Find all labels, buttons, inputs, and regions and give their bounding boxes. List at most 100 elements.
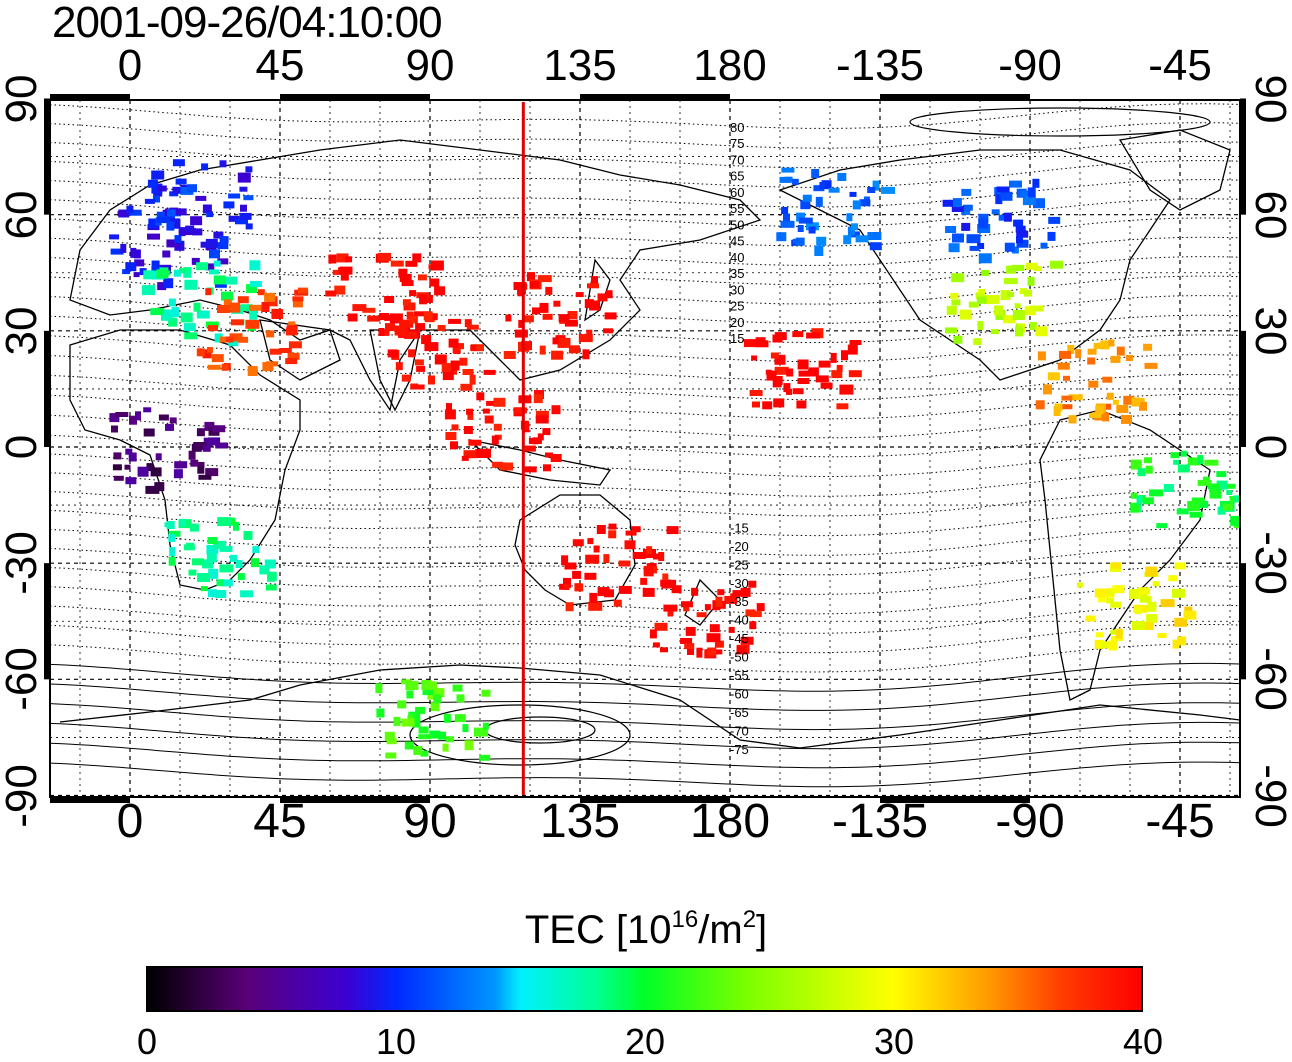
tec-patch-mediterranean (183, 271, 192, 278)
tec-patch-australia (662, 573, 669, 580)
tec-patch-pacific (820, 382, 833, 389)
tec-patch-middle-east (271, 308, 282, 319)
tec-patch-brazil (1130, 459, 1142, 470)
tec-patch-africa-west (128, 452, 137, 462)
coastline (778, 149, 1171, 381)
tec-patch-europe (133, 272, 140, 278)
tec-patch-south-africa (267, 571, 276, 582)
tec-patch-southeast-asia (500, 462, 514, 471)
tec-patch-united-states (1012, 310, 1025, 320)
tec-patch-pacific (818, 360, 831, 368)
mlat-contour (50, 741, 1240, 769)
tec-patch-alaska (796, 212, 806, 222)
contour-label: 70 (730, 152, 744, 167)
tec-patch-brazil (1176, 508, 1189, 515)
tec-patch-scandinavia (157, 185, 167, 192)
frame-segment (44, 563, 50, 680)
tec-patch-southeast-asia (475, 449, 489, 458)
tec-patch-india (378, 328, 385, 336)
tec-patch-alaska (851, 223, 858, 231)
tec-patch-east-asia (578, 334, 593, 343)
tec-patch-united-states (994, 305, 1004, 316)
tec-patch-scandinavia (206, 212, 214, 218)
tec-patch-united-states (1011, 264, 1025, 271)
tec-patch-canada (952, 198, 962, 208)
tec-patch-caribbean (1068, 415, 1076, 421)
tec-patch-southeast-asia (493, 397, 506, 407)
tec-patch-scandinavia (175, 208, 187, 216)
frame-segment (50, 94, 130, 100)
tec-patch-brazil (1204, 459, 1219, 466)
tec-patch-argentina (1137, 587, 1151, 595)
tec-patch-australia (632, 552, 646, 559)
tec-patch-europe (217, 258, 229, 265)
tec-patch-antarctica (415, 706, 426, 714)
tec-patch-central-asia (367, 315, 381, 322)
tec-patch-alaska (808, 226, 816, 234)
tec-patch-east-asia (529, 281, 540, 289)
tec-patch-south-africa (200, 586, 208, 592)
tec-patch-europe (151, 265, 162, 273)
tec-patch-india (442, 370, 454, 381)
tec-patch-central-asia (414, 311, 428, 317)
axis-tick-label: -90 (1246, 763, 1292, 828)
tec-patch-east-asia (539, 345, 546, 355)
tec-patch-united-states (1024, 289, 1032, 297)
tec-patch-brazil (1187, 501, 1201, 511)
axis-tick-label: 90 (0, 74, 46, 123)
tec-patch-scandinavia (237, 172, 251, 183)
tec-patch-alaska (779, 176, 792, 183)
tec-patch-alaska (797, 225, 804, 232)
mlat-contour (50, 452, 1240, 477)
coastline (59, 664, 1240, 749)
tec-patch-new-zealand (660, 647, 668, 653)
tec-patch-east-asia (586, 329, 593, 336)
tec-patch-middle-east (297, 287, 308, 294)
tec-patch-south-africa (252, 546, 260, 554)
tec-patch-alaska (791, 178, 799, 185)
tec-patch-india (401, 374, 411, 382)
tec-patch-central-asia (378, 252, 391, 261)
tec-patch-argentina (1110, 601, 1122, 608)
tec-patch-pacific (792, 331, 804, 338)
tec-patch-caribbean (1063, 375, 1070, 381)
tec-patch-united-states (1007, 292, 1015, 297)
tec-patch-south-africa (235, 560, 243, 568)
tec-patch-canada (991, 209, 1000, 215)
colorbar-title: TEC [1016/m2] (524, 906, 768, 953)
tec-patch-south-africa (216, 579, 224, 587)
tec-patch-australia (653, 553, 659, 560)
tec-patch-mediterranean (225, 276, 238, 285)
tec-patch-canada (977, 224, 991, 233)
tec-patch-scandinavia (195, 195, 207, 201)
mlat-contour (50, 471, 1240, 497)
tec-patch-central-asia (434, 286, 446, 296)
tec-patch-antarctica (385, 752, 397, 759)
tec-patch-africa-west (125, 477, 137, 485)
tec-patch-alaska (783, 213, 790, 222)
tec-patch-central-asia (390, 260, 404, 267)
tec-patch-southeast-asia (463, 450, 477, 459)
tec-patch-east-asia (503, 351, 516, 359)
tec-patch-united-states (1025, 262, 1038, 270)
tec-patch-middle-east (287, 352, 300, 360)
mlat-contour (50, 604, 1240, 634)
tec-patch-pacific (792, 388, 804, 395)
tec-patch-brazil (1144, 457, 1152, 464)
tec-patch-new-zealand (717, 589, 725, 596)
tec-patch-east-asia (584, 299, 594, 309)
tec-patch-central-asia (385, 323, 395, 332)
tec-patch-east-asia (553, 300, 561, 307)
contour-label: 55 (730, 201, 744, 216)
tec-patch-africa-west (197, 462, 205, 468)
tec-patch-antarctica (413, 746, 423, 755)
tec-patch-india (428, 375, 435, 385)
tec-patch-new-zealand (709, 624, 720, 633)
tec-patch-africa-west (146, 463, 154, 472)
tec-patch-mediterranean (184, 279, 198, 290)
tec-patch-east-asia (505, 314, 512, 322)
tec-patch-caribbean (1087, 348, 1097, 355)
tec-patch-middle-east (264, 292, 276, 302)
frame-segment (880, 94, 1030, 100)
tec-patch-east-asia (597, 293, 608, 302)
